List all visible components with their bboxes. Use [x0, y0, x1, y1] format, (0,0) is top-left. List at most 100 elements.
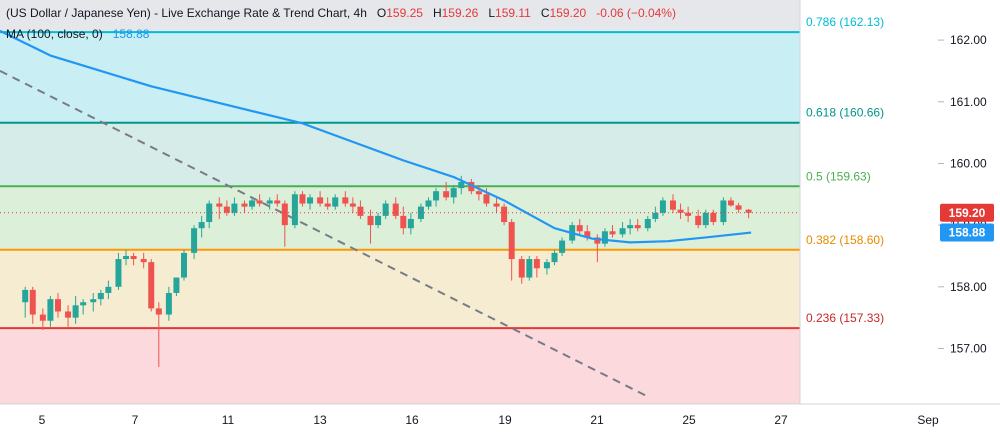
- candle-body: [576, 225, 583, 232]
- candle-body: [317, 197, 324, 204]
- candle-body: [241, 203, 248, 207]
- candle-body: [140, 259, 147, 263]
- candle-body: [425, 200, 432, 207]
- y-tick-label: 158.00: [950, 280, 987, 294]
- candle-body: [130, 255, 137, 260]
- candle-body: [47, 299, 54, 321]
- candle-body: [332, 197, 339, 207]
- fib-label-0.618: 0.618 (160.66): [806, 106, 884, 120]
- high-value: 159.26: [441, 6, 479, 20]
- candle-body: [22, 289, 29, 303]
- candle-body: [382, 203, 389, 216]
- open-value: 159.25: [386, 6, 423, 20]
- chart-title: (US Dollar / Japanese Yen) - Live Exchan…: [6, 6, 367, 20]
- candle-body: [54, 299, 61, 312]
- fib-bands: [0, 0, 800, 404]
- x-tick-label: 21: [590, 413, 604, 427]
- candle-body: [223, 206, 230, 213]
- candle-body: [216, 203, 223, 207]
- candle-body: [105, 286, 112, 293]
- ma-value: 158.88: [112, 27, 150, 41]
- candle-body: [274, 200, 281, 204]
- candle-body: [392, 203, 399, 216]
- x-tick-label: 13: [313, 413, 327, 427]
- candle-body: [533, 259, 540, 269]
- candle-body: [299, 194, 306, 204]
- x-tick-label: 25: [682, 413, 696, 427]
- candle-body: [115, 259, 122, 287]
- candle-body: [281, 203, 288, 226]
- fib-label-0.786: 0.786 (162.13): [806, 15, 884, 29]
- low-label: L: [488, 6, 496, 20]
- band-0.5: [0, 186, 800, 250]
- x-tick-label: 19: [498, 413, 512, 427]
- candle-body: [644, 218, 651, 229]
- candle-body: [198, 222, 205, 229]
- candle-body: [367, 215, 374, 226]
- moving-average-group: [0, 29, 752, 244]
- time-axis-bg: [0, 404, 1000, 448]
- candle-body: [206, 203, 213, 223]
- y-tick-label: 157.00: [950, 341, 987, 355]
- open-label: O: [376, 6, 387, 20]
- x-tick-label: 7: [132, 413, 139, 427]
- band-top: [0, 0, 800, 33]
- candle-body: [551, 252, 558, 263]
- y-tick-label: 162.00: [950, 33, 987, 47]
- candle-body: [29, 289, 36, 315]
- candle-body: [619, 228, 626, 235]
- candle-body: [745, 209, 752, 213]
- candle-body: [518, 259, 525, 278]
- close-label: C: [540, 6, 550, 20]
- candle-body: [584, 231, 591, 238]
- x-tick-label: 27: [774, 413, 788, 427]
- candle-body: [349, 203, 356, 207]
- candle-body: [407, 218, 414, 229]
- candle-body: [609, 231, 616, 235]
- band-0.786: [0, 32, 800, 123]
- y-tick-label: 160.00: [950, 156, 987, 170]
- last-price-badge-label: 159.20: [949, 206, 986, 220]
- high-label: H: [432, 6, 442, 20]
- candle-body: [634, 225, 641, 229]
- fib-label-0.382: 0.382 (158.60): [806, 233, 884, 247]
- candle-body: [291, 194, 298, 226]
- x-tick-label: 5: [39, 413, 46, 427]
- candle-body: [695, 215, 702, 226]
- ma-badge: [940, 223, 994, 242]
- candle-body: [148, 262, 155, 309]
- fib-label-0.236: 0.236 (157.33): [806, 311, 884, 325]
- candle-body: [80, 302, 87, 306]
- candle-body: [443, 191, 450, 198]
- candle-body: [191, 228, 198, 253]
- candle-body: [493, 203, 500, 207]
- candle-body: [450, 188, 457, 198]
- low-value: 159.11: [495, 6, 531, 20]
- dashed-trend-line: [0, 70, 651, 399]
- candle-body: [508, 222, 515, 260]
- candle-body: [324, 203, 331, 207]
- candle-body: [627, 225, 634, 229]
- candle-body: [165, 292, 172, 315]
- candle-body: [468, 181, 475, 192]
- candle-body: [266, 200, 273, 204]
- candle-body: [433, 191, 440, 201]
- x-tick-label: 11: [222, 413, 235, 427]
- band-0.618: [0, 122, 800, 187]
- close-value: 159.20: [549, 6, 587, 20]
- band-bottom: [0, 328, 800, 404]
- legend-row-ma: MA (100, close, 0) 158.88: [6, 27, 149, 41]
- candle-body: [97, 292, 104, 300]
- candle-body: [155, 308, 162, 315]
- y-tick-label: 161.00: [950, 95, 987, 109]
- candle-body: [90, 299, 97, 303]
- candle-body: [702, 212, 709, 226]
- candle-body: [526, 259, 533, 278]
- trend-line-group: [0, 70, 651, 399]
- change-value: -0.06 (−0.04%): [596, 6, 676, 20]
- candle-body: [39, 314, 46, 321]
- candle-body: [594, 237, 601, 244]
- candle-body: [483, 194, 490, 204]
